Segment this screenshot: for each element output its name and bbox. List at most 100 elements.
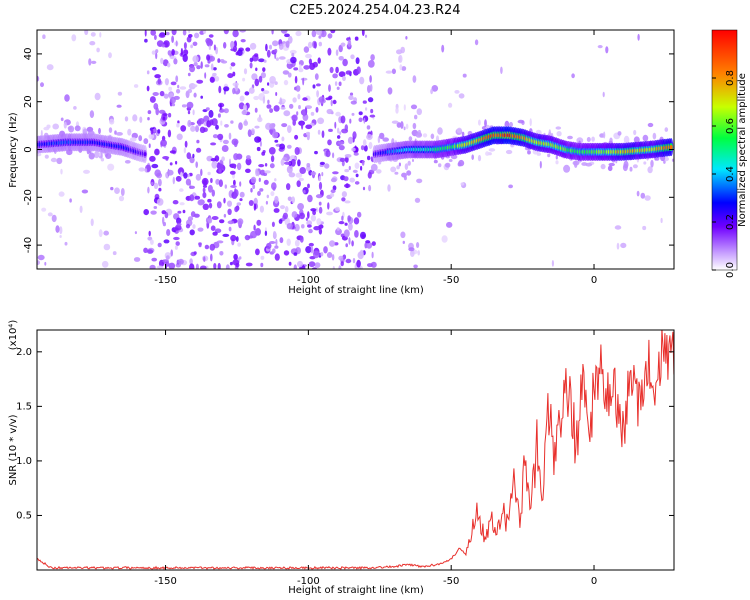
spectrogram-speckle <box>317 57 321 64</box>
spectrogram-speckle <box>281 136 285 142</box>
spectrogram-speckle <box>169 162 173 166</box>
spectrogram-speckle <box>177 210 182 214</box>
spectrogram-speckle <box>183 172 188 179</box>
spectrogram-speckle <box>193 251 197 255</box>
spectrogram-speckle <box>271 221 275 227</box>
spectrogram-speckle <box>260 262 264 268</box>
spectrogram-speckle <box>351 240 354 247</box>
spectrogram-speckle <box>303 65 310 70</box>
spectrogram-speckle <box>391 68 396 75</box>
spectrogram-speckle <box>183 42 187 50</box>
spectrogram-speckle <box>283 110 291 117</box>
spectrogram-speckle <box>168 112 172 118</box>
spectrogram-speckle <box>138 167 145 172</box>
spectrogram-speckle <box>337 135 341 139</box>
spectrogram-speckle <box>98 152 101 157</box>
spectrogram-speckle <box>253 224 256 231</box>
spectrogram-speckle <box>227 200 232 207</box>
spectrogram-speckle <box>297 203 304 211</box>
spectrogram-speckle <box>186 36 192 43</box>
spectrogram-speckle <box>417 250 421 256</box>
spectrogram-speckle <box>259 140 262 147</box>
spectrogram-speckle <box>412 122 417 130</box>
spectrogram-speckle <box>251 73 258 81</box>
spectrogram-speckle <box>262 90 270 94</box>
spectrogram-speckle <box>188 34 193 38</box>
spectrogram-speckle <box>253 203 257 211</box>
spectrogram-speckle <box>262 96 266 104</box>
spectrogram-speckle <box>163 239 170 244</box>
spectrogram-speckle <box>257 137 262 143</box>
spectrogram-speckle <box>230 62 236 67</box>
spectrogram-speckle <box>215 124 219 130</box>
spectrogram-speckle <box>245 157 252 166</box>
snr-multiplier: (x10⁴) <box>8 320 19 351</box>
spectrogram-speckle <box>318 35 322 39</box>
spectrogram-speckle <box>315 194 323 199</box>
spectrogram-speckle <box>310 245 314 254</box>
spectrogram-speckle <box>182 209 186 214</box>
colorbar-tick-label: 0.2 <box>725 214 736 230</box>
spectrogram-speckle <box>69 198 72 203</box>
spectrogram-speckle <box>94 92 101 101</box>
spectrogram-speckle <box>305 246 312 254</box>
spectrogram-speckle <box>269 108 274 113</box>
spectrogram-speckle <box>151 257 157 262</box>
spectrogram-speckle <box>170 81 177 86</box>
spectrogram-speckle <box>358 117 363 123</box>
spectrogram-speckle <box>207 171 211 176</box>
spectrogram-speckle <box>347 136 354 144</box>
spectrogram-speckle <box>344 200 351 204</box>
spectrogram-speckle <box>168 262 176 269</box>
spectrogram-speckle <box>301 121 304 130</box>
spectrogram-speckle <box>114 187 120 194</box>
spectrogram-speckle <box>262 67 266 72</box>
spectrogram-speckle <box>270 155 275 163</box>
spectrogram-speckle <box>382 137 390 142</box>
spectrogram-speckle <box>310 214 316 222</box>
spectrogram-speckle <box>367 85 371 93</box>
spectrogram-speckle <box>42 34 46 39</box>
spectrogram-speckle <box>83 169 90 174</box>
spectrogram-speckle <box>358 111 363 116</box>
spectrogram-speckle <box>640 192 646 199</box>
spectrogram-speckle <box>349 177 356 183</box>
spectrogram-speckle <box>663 160 666 164</box>
spectrogram-speckle <box>275 57 279 61</box>
spectrogram-speckle <box>284 161 291 165</box>
spectrogram-speckle <box>345 70 352 75</box>
spectrogram-speckle <box>162 113 168 117</box>
spectrogram-speckle <box>212 231 218 236</box>
spectrogram-speckle <box>272 248 276 254</box>
spectrogram-xlabel: Height of straight line (km) <box>288 285 424 296</box>
spectrogram-speckle <box>437 127 443 135</box>
spectrogram-speckle <box>153 206 158 209</box>
spectrogram-speckle <box>448 102 453 108</box>
spectrogram-speckle <box>230 40 235 49</box>
spectrogram-speckle <box>330 30 336 34</box>
spectrogram-speckle <box>170 249 173 257</box>
spectrogram-speckle <box>103 243 111 251</box>
spectrogram-speckle <box>223 108 229 114</box>
colorbar-ticks: 0.0 0.2 0.4 0.6 0.8 <box>712 70 736 278</box>
spectrogram-speckle <box>318 175 322 182</box>
spectrogram-speckle <box>243 120 248 126</box>
spectrogram-speckle <box>371 251 374 259</box>
spectrogram-speckle <box>192 153 195 159</box>
spectrogram-speckle <box>551 260 555 267</box>
spectrogram-speckle <box>315 106 319 113</box>
spectrogram-speckle <box>260 255 265 260</box>
spectrogram-speckle <box>143 247 149 253</box>
spectrogram-speckle <box>352 131 357 140</box>
spectrogram-speckle <box>63 121 67 129</box>
spectrogram-speckle <box>290 158 296 167</box>
spectrogram-speckle <box>279 237 284 244</box>
spectrogram-speckle <box>204 64 210 68</box>
spectrogram-speckle <box>274 195 279 204</box>
spectrogram-speckle <box>232 30 239 38</box>
spectrogram-speckle <box>239 95 245 102</box>
spectrogram-speckle <box>187 216 194 222</box>
spectrogram-speckle <box>144 168 148 172</box>
spectrogram-speckle <box>365 107 368 111</box>
spectrogram-speckle <box>271 30 274 35</box>
